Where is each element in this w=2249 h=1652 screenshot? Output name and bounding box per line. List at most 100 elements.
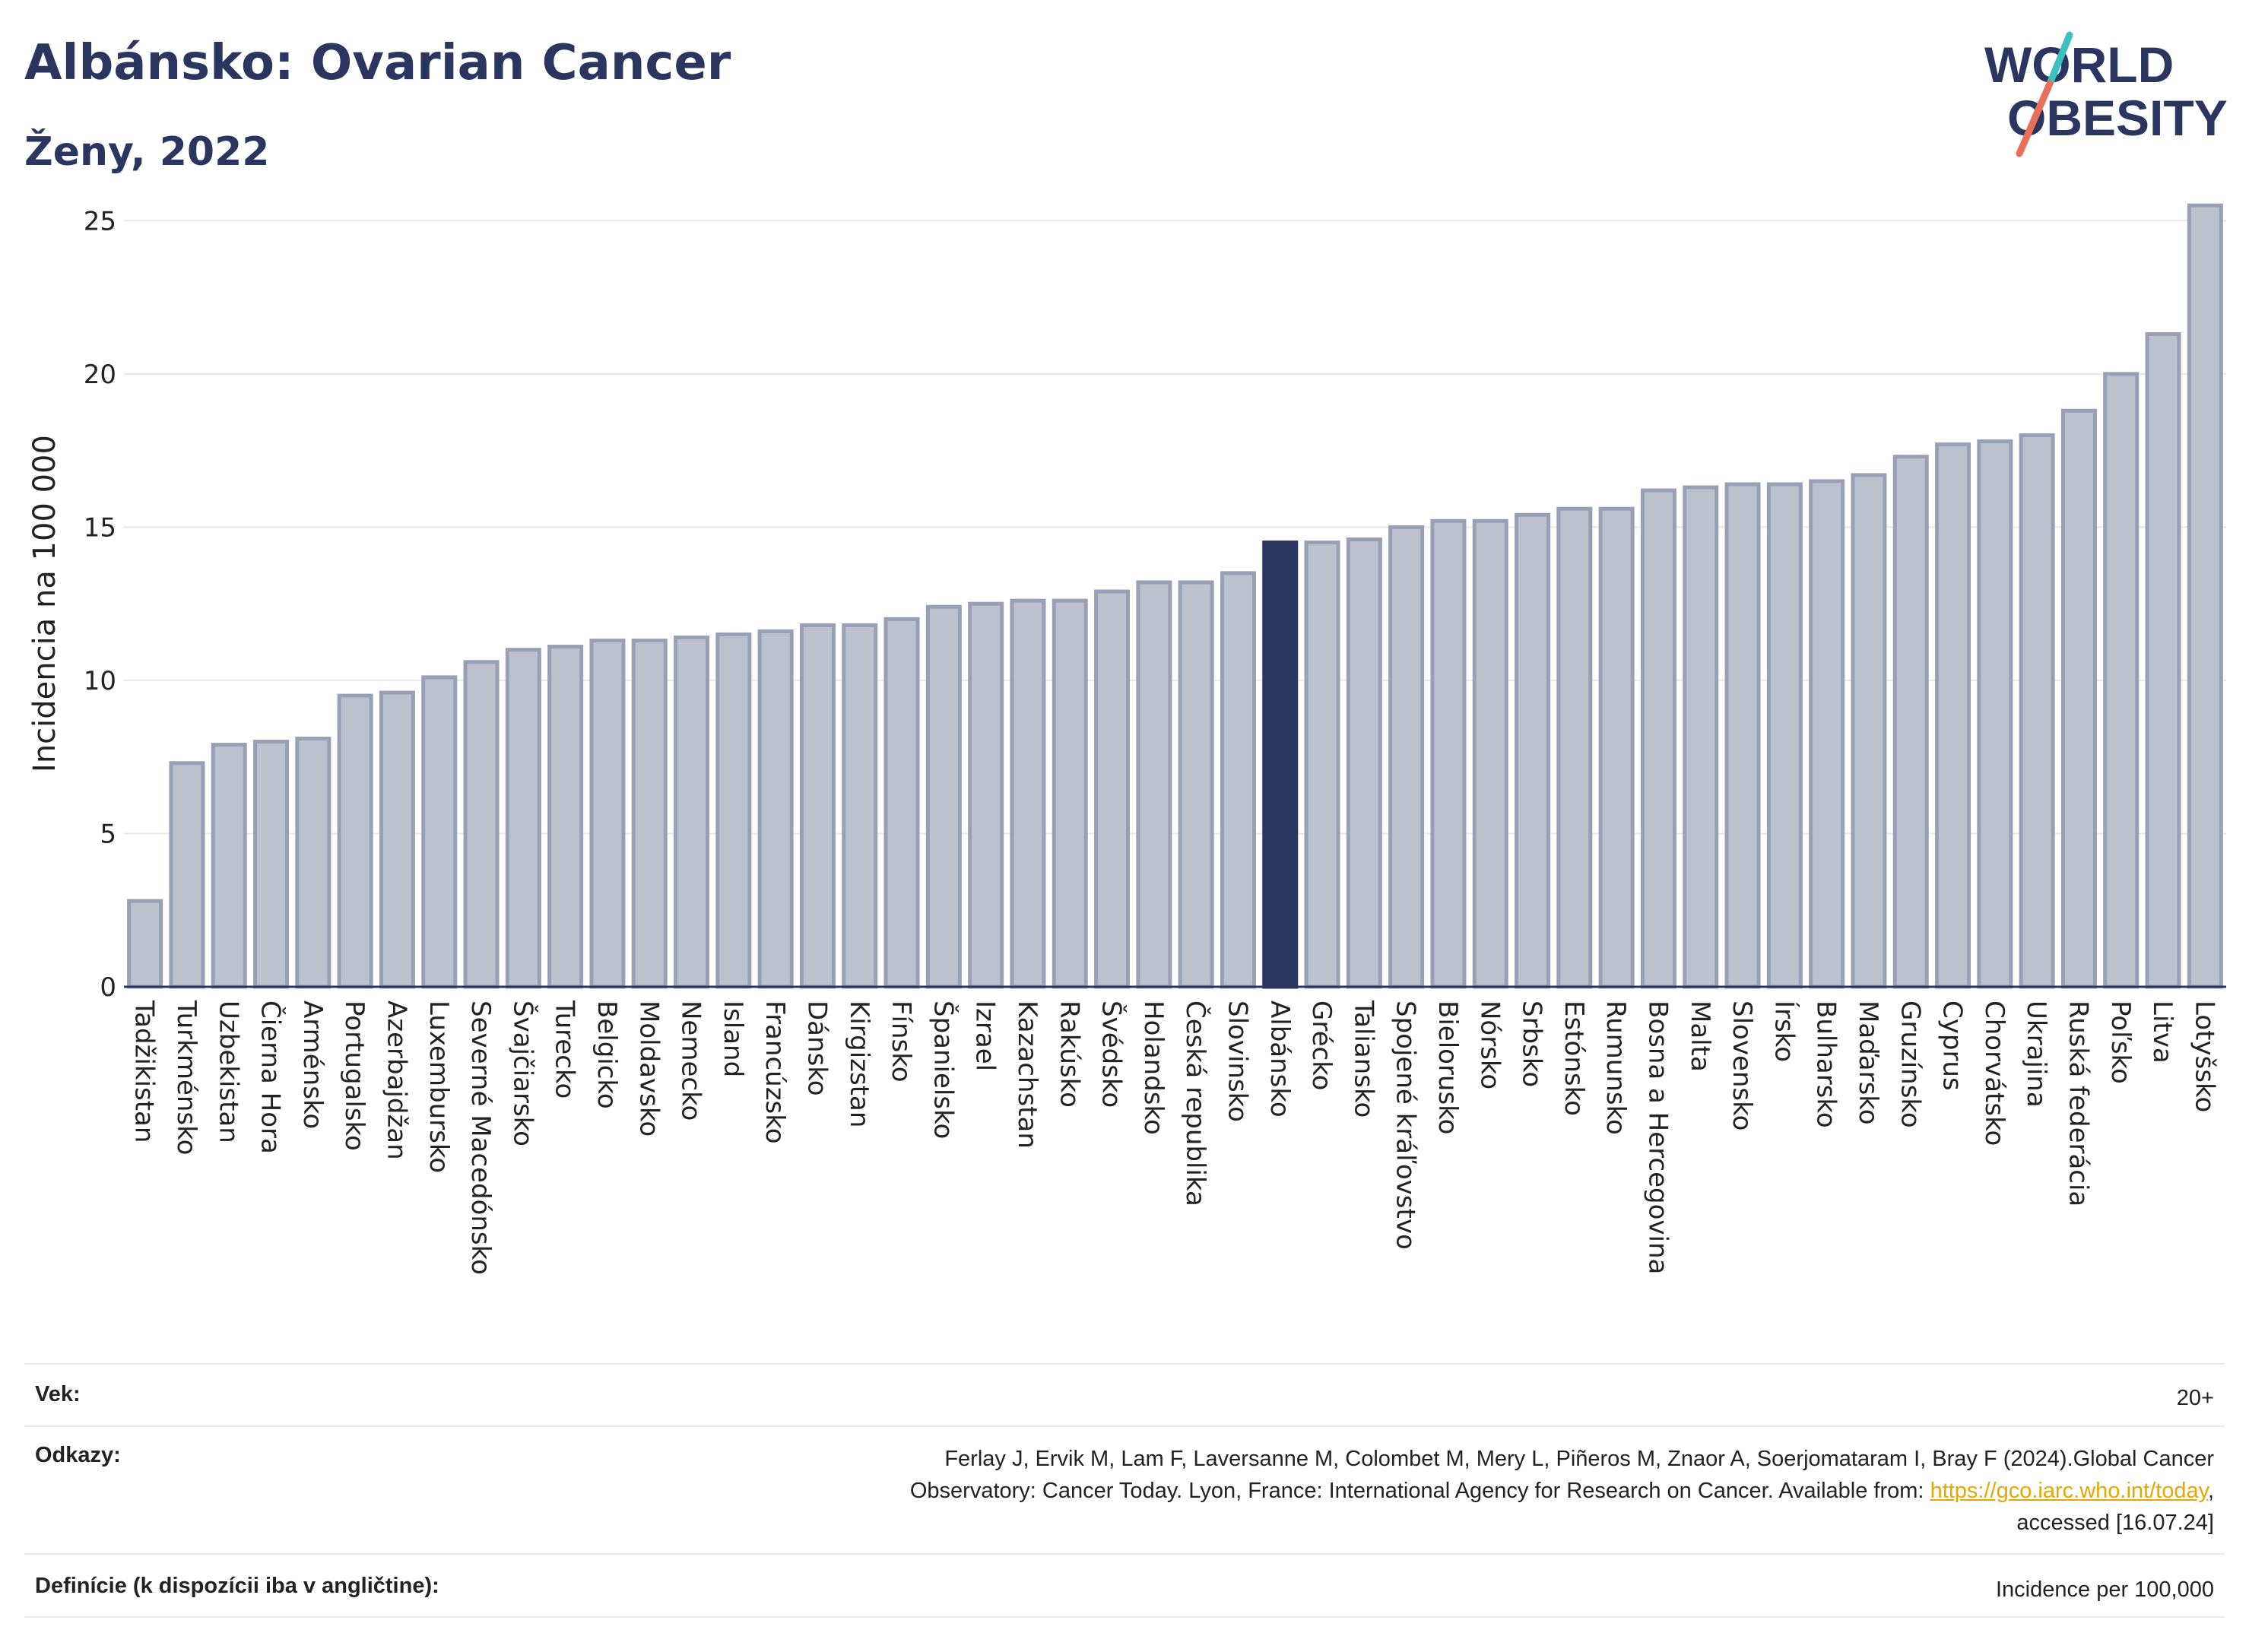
bar xyxy=(463,660,500,989)
references-row: Odkazy: Ferlay J, Ervik M, Lam F, Lavers… xyxy=(24,1443,2225,1549)
bar xyxy=(925,604,962,989)
bar xyxy=(1136,580,1172,989)
x-tick-label: Turecko xyxy=(550,1000,580,1099)
x-tick-label: Kazachstan xyxy=(1012,1000,1042,1149)
references-line-3: accessed [16.07.24] xyxy=(2016,1511,2214,1535)
references-line-2: Observatory: Cancer Today. Lyon, France:… xyxy=(909,1479,2214,1503)
x-tick-label: Bulharsko xyxy=(1811,1000,1841,1128)
x-tick-label: Taliansko xyxy=(1348,1000,1378,1118)
definitions-value: Incidence per 100,000 xyxy=(1996,1577,2214,1602)
bar xyxy=(2060,408,2097,989)
bar xyxy=(1472,518,1508,989)
bar xyxy=(1346,537,1382,989)
bar xyxy=(2145,331,2181,989)
bar xyxy=(1052,598,1088,989)
x-tick-label: Rakúsko xyxy=(1054,1000,1084,1108)
bar xyxy=(2187,203,2223,989)
bar xyxy=(1598,506,1635,989)
bar xyxy=(2103,372,2140,989)
bar xyxy=(379,690,415,989)
x-tick-label: Tadžikistan xyxy=(129,1000,160,1143)
bar xyxy=(757,629,794,989)
x-tick-label: Spojené kráľovstvo xyxy=(1391,1000,1421,1250)
bar xyxy=(1935,442,1971,989)
references-line-1: Ferlay J, Ervik M, Lam F, Laversanne M, … xyxy=(944,1447,2214,1471)
bar xyxy=(1262,541,1299,989)
bar xyxy=(589,639,626,989)
bar xyxy=(842,623,878,989)
bar xyxy=(1010,598,1046,989)
x-tick-label: Portugalsko xyxy=(339,1000,370,1151)
x-tick-label: Ukrajina xyxy=(2021,1000,2051,1108)
logo-line1: WORLD xyxy=(1984,36,2174,93)
y-axis-title: Incidencia na 100 000 xyxy=(27,435,62,772)
x-tick-label: Island xyxy=(718,1000,748,1077)
bar xyxy=(1304,541,1340,989)
x-tick-label: Dánsko xyxy=(801,1000,832,1096)
bar xyxy=(1094,589,1131,989)
bar xyxy=(169,761,205,989)
x-tick-label: Rumunsko xyxy=(1600,1000,1631,1135)
bar xyxy=(715,632,752,989)
x-tick-label: Švédsko xyxy=(1096,1000,1128,1108)
x-tick-label: Slovensko xyxy=(1727,1000,1757,1130)
x-tick-label: Bosna a Hercegovina xyxy=(1642,1000,1673,1274)
x-tick-label: Nórsko xyxy=(1474,1000,1505,1089)
world-obesity-logo: WORLD OBESITY xyxy=(1984,31,2228,157)
bar xyxy=(1892,455,1929,989)
y-tick-label: 20 xyxy=(84,360,116,390)
bar xyxy=(1977,439,2013,989)
bar xyxy=(1388,525,1425,989)
bar xyxy=(1430,518,1467,989)
divider xyxy=(24,1616,2225,1618)
x-tick-label: Severné Macedónsko xyxy=(465,1000,496,1275)
x-tick-label: Cyprus xyxy=(1937,1000,1968,1091)
bar xyxy=(1809,479,1845,989)
x-tick-label: Fínsko xyxy=(886,1000,916,1083)
x-tick-label: Bielorusko xyxy=(1432,1000,1463,1134)
x-tick-label: Španielsko xyxy=(928,1000,959,1139)
x-tick-label: Francúzsko xyxy=(760,1000,790,1144)
x-tick-label: Litva xyxy=(2147,1000,2178,1064)
bar xyxy=(505,648,541,989)
x-tick-label: Srbsko xyxy=(1517,1000,1547,1087)
x-tick-label: Azerbajdžan xyxy=(381,1000,411,1160)
x-tick-label: Švajčiarsko xyxy=(507,1000,538,1146)
bar xyxy=(631,639,668,989)
divider xyxy=(24,1425,2225,1427)
definitions-row: Definície (k dispozícii iba v angličtine… xyxy=(24,1574,2225,1612)
bar xyxy=(1851,473,1887,989)
x-tick-label: Poľsko xyxy=(2105,1000,2136,1084)
x-tick-label: Kirgizstan xyxy=(844,1000,874,1127)
x-tick-label: Luxembursko xyxy=(423,1000,454,1173)
page-subtitle: Ženy, 2022 xyxy=(24,129,270,175)
age-label: Vek: xyxy=(35,1382,81,1406)
bar xyxy=(211,743,247,989)
bar xyxy=(1724,482,1761,989)
x-tick-label: Nemecko xyxy=(676,1000,706,1121)
x-tick-label: Estónsko xyxy=(1559,1000,1589,1116)
bar xyxy=(1178,580,1214,989)
age-row: Vek: 20+ xyxy=(24,1382,2225,1420)
x-tick-label: Belgicko xyxy=(592,1000,622,1109)
references-link[interactable]: https://gco.iarc.who.int/today xyxy=(1930,1479,2208,1503)
bar xyxy=(1220,571,1256,989)
x-tick-label: Česká republika xyxy=(1180,1000,1211,1206)
references-label: Odkazy: xyxy=(35,1443,121,1467)
x-tick-label: Ruská federácia xyxy=(2063,1000,2093,1206)
x-tick-label: Maďarsko xyxy=(1853,1000,1883,1125)
x-tick-label: Čierna Hora xyxy=(255,1000,287,1154)
x-tick-label: Uzbekistan xyxy=(213,1000,243,1143)
bar xyxy=(337,693,373,989)
bar xyxy=(2019,433,2055,989)
definitions-label: Definície (k dispozícii iba v angličtine… xyxy=(35,1574,439,1598)
bar-chart: 0 5 10 15 20 25 Incidencia na 100 000 Tadžikist… xyxy=(27,203,2226,1275)
bar xyxy=(253,740,290,989)
x-tick-label: Izrael xyxy=(970,1000,1001,1071)
bar xyxy=(883,617,920,989)
y-tick-label: 0 xyxy=(100,972,116,1003)
y-tick-label: 15 xyxy=(84,512,116,543)
bar xyxy=(1640,488,1676,989)
x-tick-label: Malta xyxy=(1685,1000,1715,1072)
x-tick-label: Arménsko xyxy=(297,1000,328,1129)
